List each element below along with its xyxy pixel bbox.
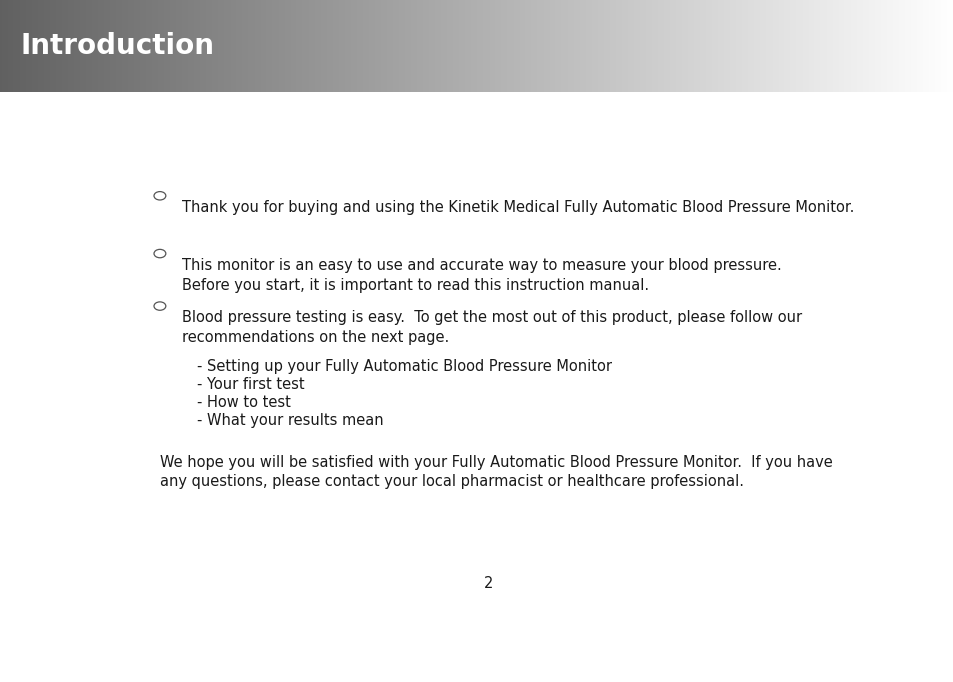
Text: - Setting up your Fully Automatic Blood Pressure Monitor: - Setting up your Fully Automatic Blood … — [196, 359, 611, 374]
Text: - How to test: - How to test — [196, 395, 291, 410]
Text: - What your results mean: - What your results mean — [196, 413, 383, 428]
Text: 2: 2 — [484, 576, 493, 591]
Text: Blood pressure testing is easy.  To get the most out of this product, please fol: Blood pressure testing is easy. To get t… — [182, 310, 801, 345]
Text: - Your first test: - Your first test — [196, 377, 304, 392]
Text: Thank you for buying and using the Kinetik Medical Fully Automatic Blood Pressur: Thank you for buying and using the Kinet… — [182, 200, 854, 215]
Text: Introduction: Introduction — [21, 32, 214, 60]
Text: This monitor is an easy to use and accurate way to measure your blood pressure.
: This monitor is an easy to use and accur… — [182, 258, 781, 293]
Text: We hope you will be satisfied with your Fully Automatic Blood Pressure Monitor. : We hope you will be satisfied with your … — [160, 455, 832, 490]
